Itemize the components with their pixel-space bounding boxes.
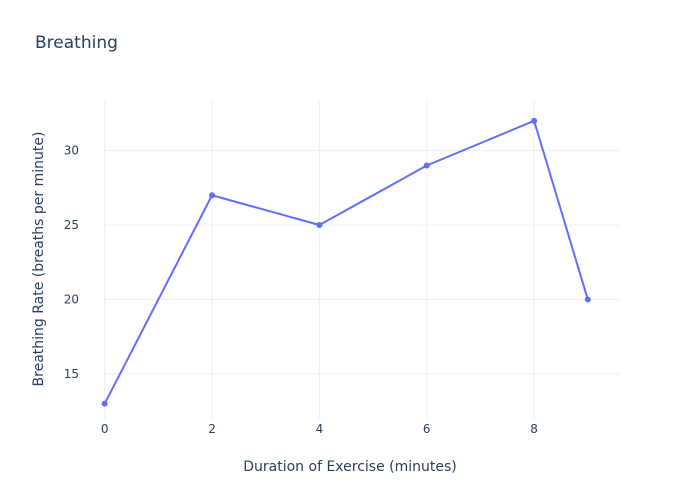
tick-labels: 0 2 4 6 8 15 20 25 30 [64,144,538,436]
x-tick-label: 2 [208,422,216,436]
x-tick-label: 6 [423,422,431,436]
data-point[interactable] [531,117,538,124]
y-tick-label: 15 [64,367,79,381]
data-point[interactable] [584,296,591,303]
x-axis-label: Duration of Exercise (minutes) [243,459,457,475]
data-point[interactable] [101,400,108,407]
x-tick-label: 4 [316,422,324,436]
data-point[interactable] [209,192,216,199]
y-axis-label: Breathing Rate (breaths per minute) [31,132,47,387]
y-tick-label: 25 [64,218,79,232]
x-tick-label: 0 [101,422,109,436]
series-line [103,119,589,405]
data-point[interactable] [316,222,323,229]
chart-title: Breathing [35,33,118,53]
y-tick-label: 30 [64,144,79,158]
series-layer [101,117,591,407]
data-point[interactable] [423,162,430,169]
grid-lines [102,100,620,420]
y-tick-label: 20 [64,292,79,306]
x-tick-label: 8 [530,422,538,436]
